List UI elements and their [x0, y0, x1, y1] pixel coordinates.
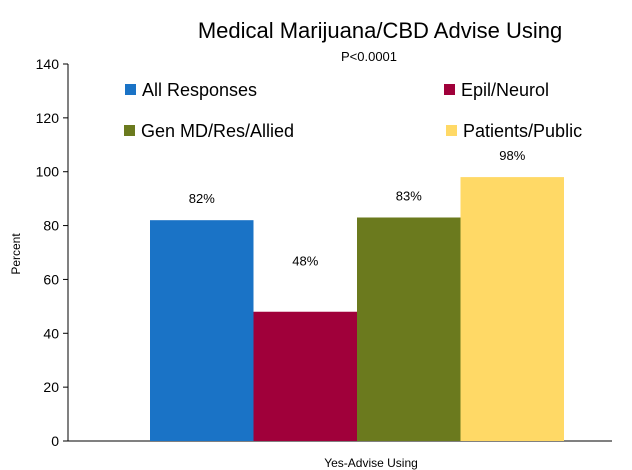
legend-swatch — [444, 84, 455, 95]
chart-title: Medical Marijuana/CBD Advise Using — [198, 18, 562, 43]
legend-swatch — [446, 125, 457, 136]
y-tick-label: 80 — [43, 218, 59, 234]
x-axis-label: Yes-Advise Using — [324, 456, 418, 470]
y-axis-label: Percent — [9, 233, 23, 275]
chart-subtitle: P<0.0001 — [341, 49, 397, 64]
legend-swatch — [125, 84, 136, 95]
data-label: 48% — [292, 254, 318, 269]
bar — [460, 177, 564, 441]
bar — [253, 311, 357, 441]
legend-entry: Epil/Neurol — [461, 80, 549, 100]
legend-entry: All Responses — [142, 80, 257, 100]
y-tick-label: 40 — [43, 325, 59, 341]
legend-swatch — [124, 125, 135, 136]
y-tick-label: 20 — [43, 379, 59, 395]
bars: 82% 48% 83% 98% — [150, 148, 564, 441]
y-tick-label: 0 — [51, 433, 59, 449]
bar — [150, 220, 254, 441]
legend: All Responses Epil/Neurol Gen MD/Res/Allie… — [124, 80, 582, 141]
y-tick-label: 140 — [36, 56, 60, 72]
data-label: 82% — [189, 191, 215, 206]
legend-entry: Patients/Public — [463, 121, 582, 141]
bar — [357, 217, 461, 441]
y-tick-label: 100 — [36, 164, 60, 180]
y-tick-label: 60 — [43, 271, 59, 287]
data-label: 83% — [396, 188, 422, 203]
y-tick-label: 120 — [36, 110, 60, 126]
data-label: 98% — [499, 148, 525, 163]
legend-entry: Gen MD/Res/Allied — [141, 121, 294, 141]
